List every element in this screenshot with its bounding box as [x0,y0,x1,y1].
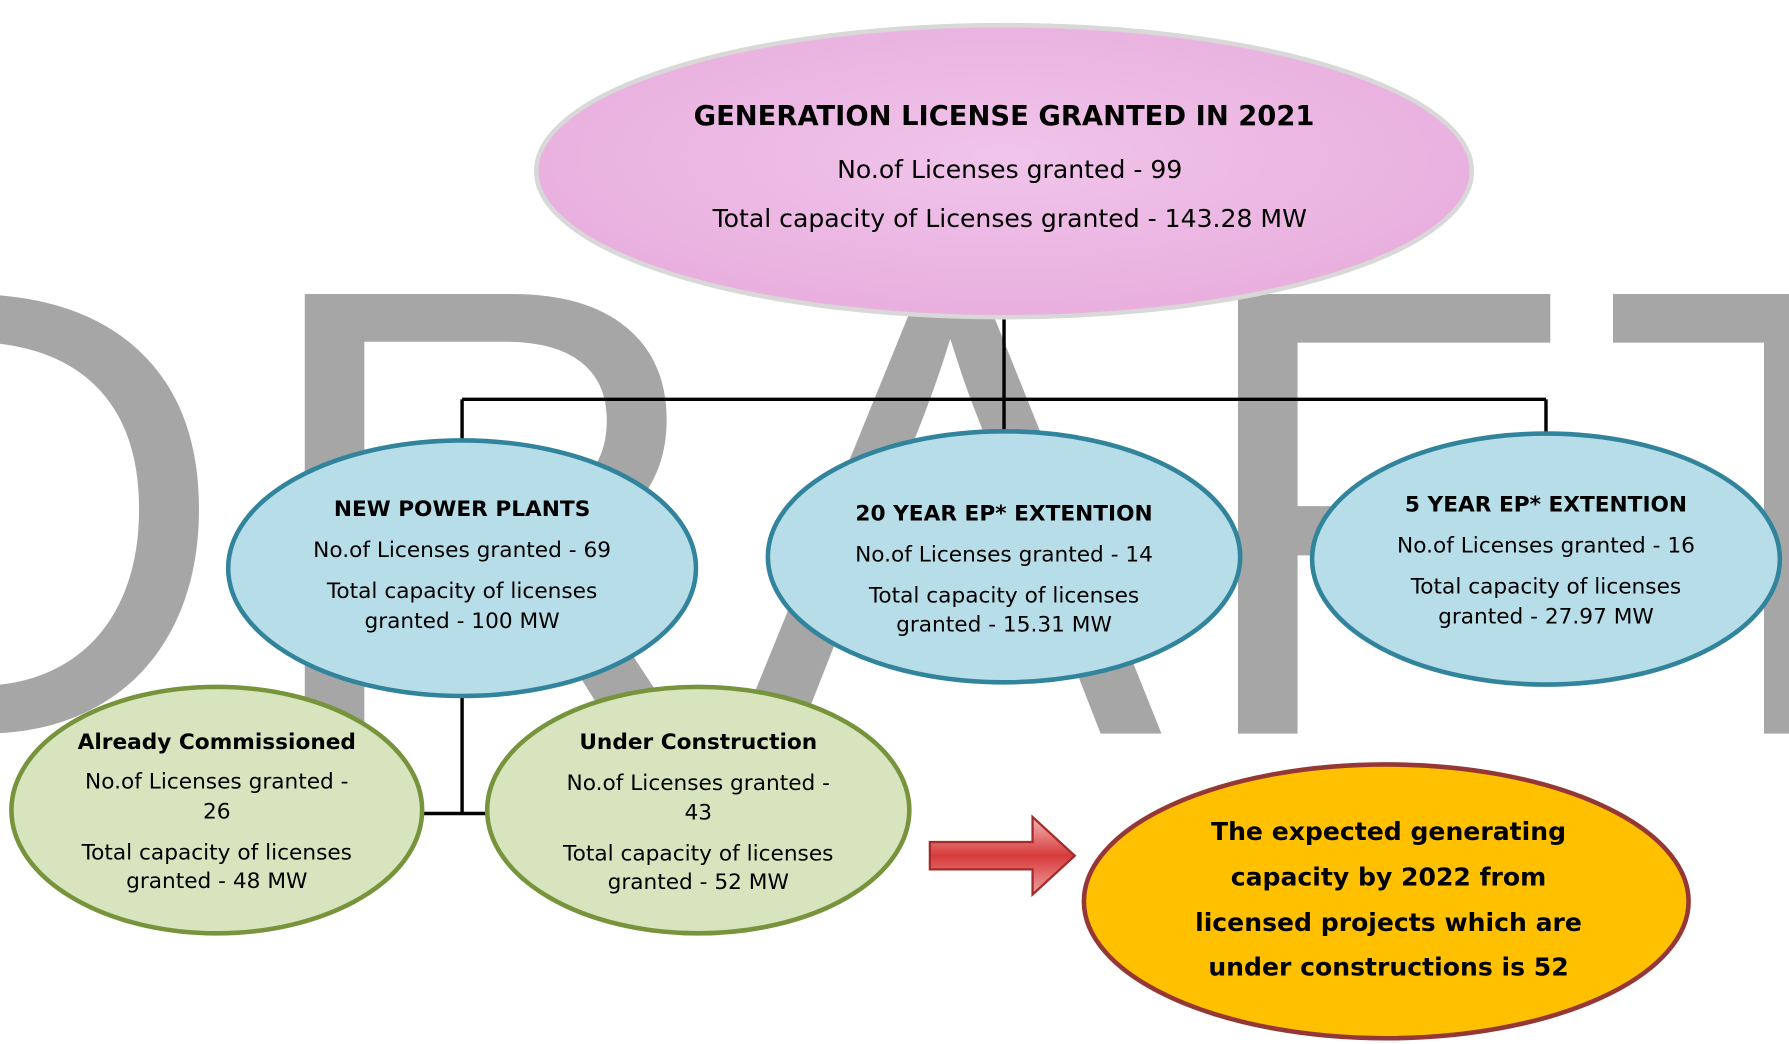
node [765,429,1243,685]
node-line: No.of Licenses granted - 99 [837,155,1182,184]
node [484,684,912,936]
expected-line: The expected generating [1211,817,1566,846]
expected-line: licensed projects which are [1195,908,1582,937]
expected-line: capacity by 2022 from [1231,863,1547,892]
node-title: GENERATION LICENSE GRANTED IN 2021 [694,101,1315,132]
node-line: Total capacity of licenses [81,840,352,865]
node-line: granted - 27.97 MW [1438,604,1654,629]
node-line: Total capacity of licenses [868,584,1139,609]
node-line: No.of Licenses granted - 14 [855,543,1153,568]
node-line: No.of Licenses granted - [567,771,830,796]
node-line: granted - 52 MW [608,870,789,895]
node-title: Already Commissioned [78,730,356,755]
node-line: 43 [684,801,712,826]
node-title: Under Construction [579,730,817,755]
node-line: Total capacity of licenses [562,842,833,867]
node-line: granted - 100 MW [365,609,560,634]
root-node [533,22,1475,320]
node-line: No.of Licenses granted - [85,770,348,795]
node [9,684,425,936]
node-line: No.of Licenses granted - 69 [313,538,611,563]
node-line: 26 [203,799,231,824]
expected-node [1081,762,1691,1041]
node-title: 20 YEAR EP* EXTENTION [855,502,1152,527]
node-line: granted - 15.31 MW [896,612,1112,637]
node-title: NEW POWER PLANTS [334,497,590,522]
node-line: Total capacity of Licenses granted - 143… [712,204,1307,233]
node-title: 5 YEAR EP* EXTENTION [1405,492,1687,517]
node [1309,431,1783,687]
connectors [419,317,1548,816]
node-line: Total capacity of licenses [1410,575,1681,600]
arrow [928,814,1077,898]
node-line: granted - 48 MW [126,869,307,894]
expected-line: under constructions is 52 [1208,953,1568,982]
node-line: Total capacity of licenses [326,579,597,604]
node [225,438,699,699]
node-line: No.of Licenses granted - 16 [1397,534,1695,559]
